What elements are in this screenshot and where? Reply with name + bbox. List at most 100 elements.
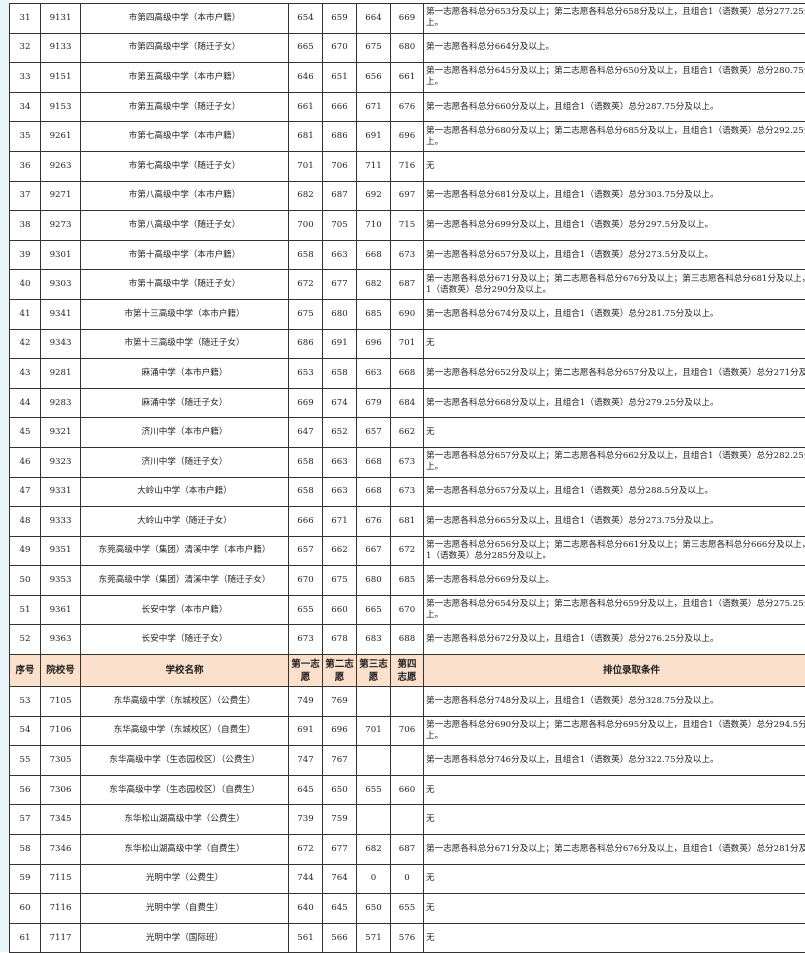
choice-2-cell: 659 — [323, 4, 357, 34]
choice-1-cell: 739 — [289, 805, 323, 835]
choice-1-cell: 657 — [289, 536, 323, 566]
choice-4-cell: 697 — [391, 181, 424, 211]
seq-cell: 46 — [10, 447, 41, 477]
choice-3-cell: 682 — [357, 270, 391, 300]
condition-cell: 第一志愿各科总分699分及以上，且组合1（语数英）总分297.5分及以上。 — [424, 211, 805, 241]
seq-cell: 48 — [10, 507, 41, 537]
condition-cell: 无 — [424, 864, 805, 894]
choice-1-cell: 655 — [289, 595, 323, 625]
seq-cell: 52 — [10, 625, 41, 655]
seq-cell: 49 — [10, 536, 41, 566]
choice-3-cell: 668 — [357, 477, 391, 507]
code-cell: 9263 — [41, 151, 81, 181]
code-cell: 7117 — [41, 923, 81, 953]
choice-4-cell: 680 — [391, 33, 424, 63]
choice-1-cell: 670 — [289, 566, 323, 596]
choice-4-cell — [391, 805, 424, 835]
choice-1-cell: 658 — [289, 477, 323, 507]
choice-1-cell: 661 — [289, 92, 323, 122]
choice-3-cell: 668 — [357, 447, 391, 477]
seq-cell: 47 — [10, 477, 41, 507]
choice-1-cell: 654 — [289, 4, 323, 34]
choice-1-cell: 658 — [289, 240, 323, 270]
seq-cell: 58 — [10, 835, 41, 865]
choice-2-cell: 645 — [323, 894, 357, 924]
school-name-cell: 长安中学（本市户籍） — [81, 595, 289, 625]
page-margin — [0, 0, 9, 952]
school-name-cell: 市第十高级中学（本市户籍） — [81, 240, 289, 270]
school-name-cell: 光明中学（自费生） — [81, 894, 289, 924]
seq-cell: 41 — [10, 299, 41, 329]
choice-2-cell: 675 — [323, 566, 357, 596]
code-cell: 9363 — [41, 625, 81, 655]
choice-1-cell: 744 — [289, 864, 323, 894]
seq-cell: 57 — [10, 805, 41, 835]
seq-cell: 32 — [10, 33, 41, 63]
code-cell: 9133 — [41, 33, 81, 63]
condition-cell: 第一志愿各科总分746分及以上，且组合1（语数英）总分322.75分及以上。 — [424, 746, 805, 776]
choice-3-cell: 668 — [357, 240, 391, 270]
choice-1-cell: 686 — [289, 329, 323, 359]
code-cell: 7306 — [41, 775, 81, 805]
choice-3-cell: 691 — [357, 122, 391, 152]
school-name-cell: 光明中学（国际班） — [81, 923, 289, 953]
code-cell: 9323 — [41, 447, 81, 477]
choice-1-cell: 673 — [289, 625, 323, 655]
seq-cell: 44 — [10, 388, 41, 418]
condition-cell: 第一志愿各科总分671分及以上；第二志愿各科总分676分及以上；第三志愿各科总分… — [424, 270, 805, 300]
choice-2-cell: 705 — [323, 211, 357, 241]
condition-cell: 第一志愿各科总分652分及以上；第二志愿各科总分657分及以上，且组合1（语数英… — [424, 359, 805, 389]
seq-cell: 61 — [10, 923, 41, 953]
choice-4-cell: 673 — [391, 447, 424, 477]
choice-4-cell: 676 — [391, 92, 424, 122]
choice-2-cell: 687 — [323, 181, 357, 211]
code-cell: 9153 — [41, 92, 81, 122]
seq-cell: 55 — [10, 746, 41, 776]
choice-1-cell: 561 — [289, 923, 323, 953]
choice-2-cell: 663 — [323, 447, 357, 477]
choice-3-cell: 667 — [357, 536, 391, 566]
school-name-cell: 麻涌中学（本市户籍） — [81, 359, 289, 389]
header-row: 序号 院校号 学校名称 第一志愿 第二志愿 第三志愿 第四志愿 排位录取条件 — [10, 655, 805, 687]
choice-3-cell: 685 — [357, 299, 391, 329]
condition-cell: 第一志愿各科总分664分及以上。 — [424, 33, 805, 63]
condition-cell: 无 — [424, 418, 805, 448]
choice-4-cell — [391, 687, 424, 717]
condition-cell: 第一志愿各科总分645分及以上；第二志愿各科总分650分及以上，且组合1（语数英… — [424, 63, 805, 93]
code-cell: 9353 — [41, 566, 81, 596]
choice-3-cell: 692 — [357, 181, 391, 211]
choice-2-cell: 670 — [323, 33, 357, 63]
school-name-cell: 市第十三高级中学（本市户籍） — [81, 299, 289, 329]
school-name-cell: 市第七高级中学（随迁子女） — [81, 151, 289, 181]
choice-1-cell: 749 — [289, 687, 323, 717]
choice-4-cell: 660 — [391, 775, 424, 805]
seq-cell: 43 — [10, 359, 41, 389]
school-name-cell: 市第七高级中学（本市户籍） — [81, 122, 289, 152]
school-name-cell: 东华松山湖高级中学（自费生） — [81, 835, 289, 865]
seq-cell: 34 — [10, 92, 41, 122]
choice-4-cell — [391, 746, 424, 776]
choice-2-cell: 650 — [323, 775, 357, 805]
condition-cell: 第一志愿各科总分657分及以上，且组合1（语数英）总分273.5分及以上。 — [424, 240, 805, 270]
school-name-cell: 市第五高级中学（随迁子女） — [81, 92, 289, 122]
choice-2-cell: 666 — [323, 92, 357, 122]
choice-2-cell: 662 — [323, 536, 357, 566]
condition-cell: 无 — [424, 151, 805, 181]
school-name-cell: 东华松山湖高级中学（公费生） — [81, 805, 289, 835]
school-name-cell: 市第四高级中学（本市户籍） — [81, 4, 289, 34]
choice-2-cell: 680 — [323, 299, 357, 329]
choice-2-cell: 686 — [323, 122, 357, 152]
choice-2-cell: 663 — [323, 240, 357, 270]
condition-cell: 第一志愿各科总分660分及以上，且组合1（语数英）总分287.75分及以上。 — [424, 92, 805, 122]
school-name-cell: 市第八高级中学（本市户籍） — [81, 181, 289, 211]
table-header: 序号 院校号 学校名称 第一志愿 第二志愿 第三志愿 第四志愿 排位录取条件 — [10, 655, 805, 687]
choice-1-cell: 645 — [289, 775, 323, 805]
choice-1-cell: 691 — [289, 716, 323, 746]
choice-4-cell: 688 — [391, 625, 424, 655]
